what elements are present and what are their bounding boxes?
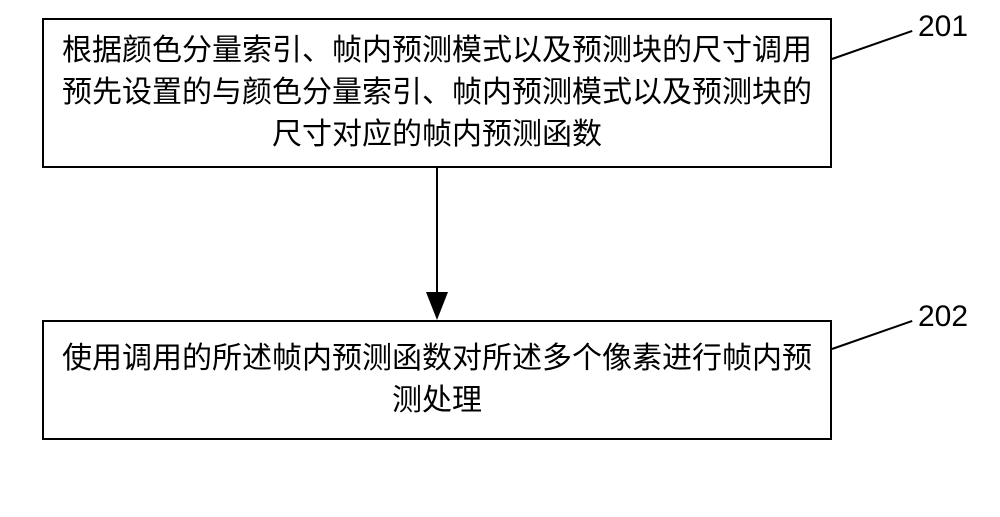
step-label-202: 202 [918, 300, 968, 334]
flowchart-arrow-line [436, 168, 438, 292]
label-connector-202 [832, 320, 913, 350]
flowchart-node-202-text: 使用调用的所述帧内预测函数对所述多个像素进行帧内预测处理 [44, 338, 830, 422]
label-connector-201 [832, 30, 913, 60]
flowchart-node-201-text: 根据颜色分量索引、帧内预测模式以及预测块的尺寸调用预先设置的与颜色分量索引、帧内… [44, 30, 830, 156]
step-label-201: 201 [918, 10, 968, 44]
flowchart-arrow-head-icon [426, 292, 448, 320]
flowchart-canvas: 根据颜色分量索引、帧内预测模式以及预测块的尺寸调用预先设置的与颜色分量索引、帧内… [0, 0, 1000, 517]
flowchart-node-201: 根据颜色分量索引、帧内预测模式以及预测块的尺寸调用预先设置的与颜色分量索引、帧内… [42, 18, 832, 168]
flowchart-node-202: 使用调用的所述帧内预测函数对所述多个像素进行帧内预测处理 [42, 320, 832, 440]
